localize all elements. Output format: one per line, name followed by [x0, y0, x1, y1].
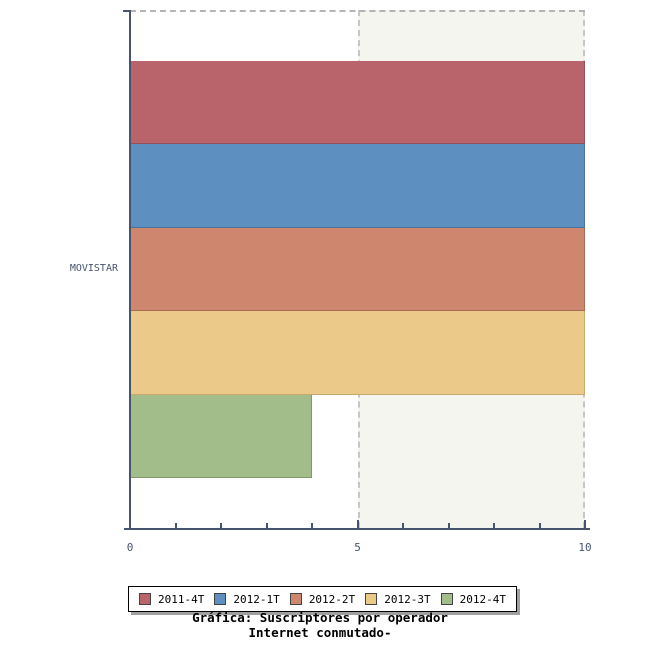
- legend-swatch-icon: [214, 593, 227, 605]
- caption-subtitle: Internet conmutado-: [248, 624, 392, 640]
- y-axis-category-label: MOVISTAR: [69, 263, 118, 274]
- x-tick-minor: [493, 523, 495, 528]
- bar-2012-3T: [131, 311, 585, 395]
- legend-label: 2012-2T: [308, 592, 356, 606]
- bar-2012-1T: [131, 144, 585, 228]
- caption-title: Gráfica: Suscriptores por operador: [192, 610, 448, 625]
- legend-swatch-icon: [289, 593, 302, 605]
- y-axis-top-tick-icon: [123, 10, 129, 12]
- legend-label: 2011-4T: [158, 592, 205, 606]
- legend-item-2012-1T: 2012-1T: [214, 592, 280, 606]
- y-axis: [129, 10, 131, 530]
- x-tick-minor: [174, 523, 177, 528]
- legend-item-2012-2T: 2012-2T: [289, 592, 356, 606]
- x-tick-minor: [311, 523, 313, 528]
- x-tick-major: [356, 520, 359, 528]
- legend-label: 2012-4T: [459, 592, 506, 606]
- x-tick-label-5: 5: [354, 541, 361, 554]
- x-tick-minor: [447, 523, 450, 528]
- legend-swatch-icon: [139, 593, 151, 605]
- legend-swatch-icon: [365, 593, 378, 605]
- x-tick-minor: [538, 523, 541, 528]
- chart-caption: Gráfica: Suscriptores por operador Inter…: [0, 610, 640, 641]
- legend-label: 2012-3T: [384, 592, 431, 606]
- x-tick-major: [584, 520, 586, 528]
- x-axis: [124, 528, 590, 530]
- bar-2011-4T: [131, 61, 585, 145]
- x-tick-label-10: 10: [578, 541, 592, 554]
- legend: 2011-4T 2012-1T 2012-2T 2012-3T 2012-4T: [128, 586, 517, 612]
- x-tick-minor: [220, 523, 222, 528]
- legend-item-2011-4T: 2011-4T: [139, 593, 204, 606]
- x-tick-label-0: 0: [126, 541, 134, 554]
- x-tick-minor: [402, 523, 404, 528]
- legend-item-2012-4T: 2012-4T: [440, 592, 506, 606]
- x-tick-minor: [265, 523, 268, 528]
- plot-top-gridline: [130, 10, 585, 12]
- legend-label: 2012-1T: [233, 592, 280, 606]
- legend-item-2012-3T: 2012-3T: [365, 592, 431, 606]
- legend-swatch-icon: [440, 593, 453, 605]
- bar-2012-4T: [131, 394, 312, 478]
- bar-2012-2T: [131, 227, 585, 312]
